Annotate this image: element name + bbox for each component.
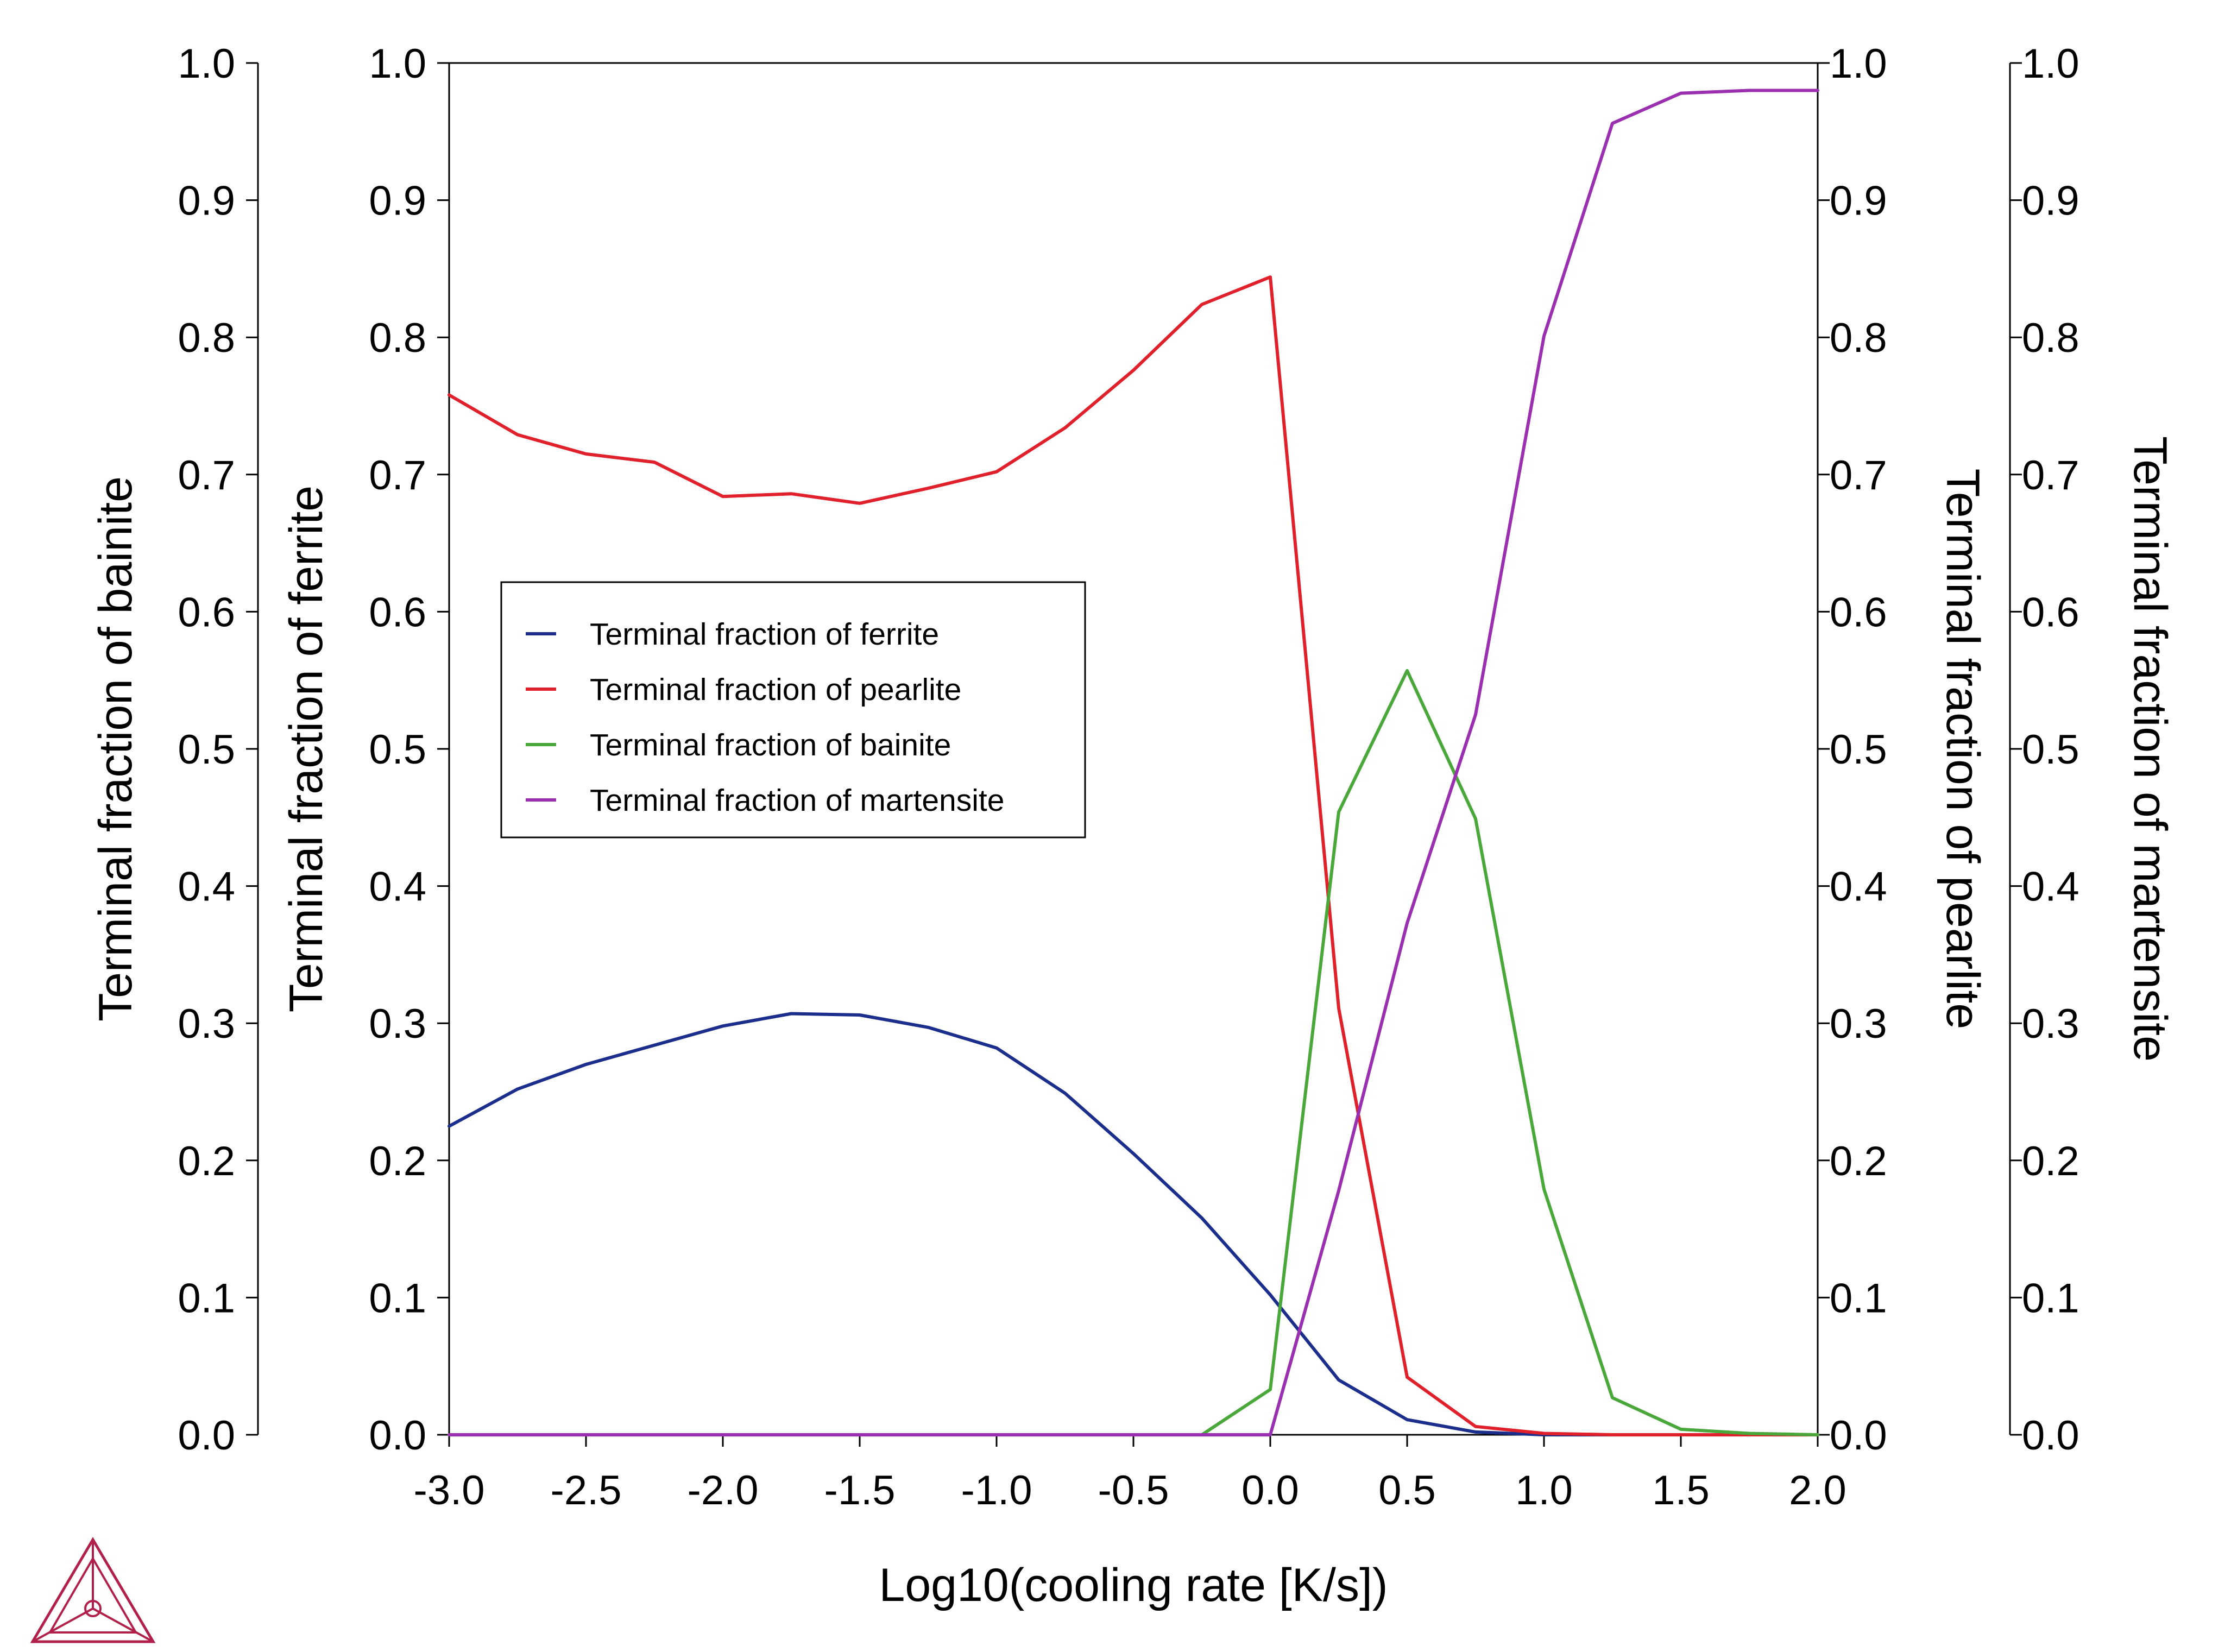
y-tick-label-bainite: 0.4 [178, 864, 235, 910]
x-tick-label: -1.0 [961, 1467, 1032, 1514]
y-tick-label-martensite: 0.9 [2022, 178, 2079, 224]
y-tick-label-pearlite: 0.6 [1830, 589, 1887, 635]
legend-box [500, 581, 1086, 838]
y-tick-label-pearlite: 0.3 [1830, 1001, 1887, 1047]
y-axis-title-ferrite: Terminal fraction of ferrite [280, 485, 332, 1012]
y-tick-label-ferrite: 0.3 [369, 1001, 426, 1047]
y-tick-label-bainite: 0.5 [178, 727, 235, 773]
y-tick-label-pearlite: 0.9 [1830, 178, 1887, 224]
y-tick-label-martensite: 0.6 [2022, 589, 2079, 635]
y-tick-label-bainite: 0.1 [178, 1275, 235, 1321]
legend-label: Terminal fraction of pearlite [590, 672, 961, 707]
x-tick-label: 0.5 [1378, 1467, 1436, 1514]
x-tick-label: -3.0 [414, 1467, 485, 1514]
y-tick-label-ferrite: 0.7 [369, 452, 426, 499]
y-tick-label-martensite: 0.8 [2022, 315, 2079, 361]
y-axis-title-bainite: Terminal fraction of bainite [90, 476, 142, 1022]
series-line-martensite [448, 89, 1819, 1436]
series-line-pearlite [448, 275, 1819, 1436]
thermo-calc-logo-icon [30, 1537, 156, 1643]
x-tick-label: 1.0 [1515, 1467, 1573, 1514]
legend-label: Terminal fraction of martensite [590, 783, 1004, 818]
x-tick-label: 1.5 [1652, 1467, 1710, 1514]
axes: -3.0 -2.5 -2.0 -1.5 -1.0 -0.5 0.0 0.5 1.0 1.5 2.0 0… [178, 41, 2079, 1514]
y-tick-label-pearlite: 0.4 [1830, 864, 1887, 910]
x-tick-label: -0.5 [1098, 1467, 1169, 1514]
y-tick-label-pearlite: 0.5 [1830, 727, 1887, 773]
series-line-ferrite [448, 1012, 1819, 1436]
y-tick-label-ferrite: 0.1 [369, 1275, 426, 1321]
y-tick-label-martensite: 1.0 [2022, 41, 2079, 87]
y-tick-label-bainite: 0.0 [178, 1413, 235, 1459]
y-tick-label-bainite: 0.8 [178, 315, 235, 361]
legend-label: Terminal fraction of bainite [590, 728, 951, 762]
y-tick-label-ferrite: 0.5 [369, 727, 426, 773]
y-tick-label-pearlite: 0.2 [1830, 1138, 1887, 1184]
y-tick-label-martensite: 0.3 [2022, 1001, 2079, 1047]
y-tick-label-martensite: 0.5 [2022, 727, 2079, 773]
y-tick-label-pearlite: 0.0 [1830, 1413, 1887, 1459]
x-tick-label: 2.0 [1789, 1467, 1846, 1514]
y-tick-label-martensite: 0.4 [2022, 864, 2079, 910]
y-tick-label-bainite: 0.7 [178, 452, 235, 499]
y-tick-label-martensite: 0.7 [2022, 452, 2079, 499]
y-tick-label-ferrite: 0.9 [369, 178, 426, 224]
y-tick-label-martensite: 0.0 [2022, 1413, 2079, 1459]
y-tick-label-bainite: 0.6 [178, 589, 235, 635]
y-axis-title-martensite: Terminal fraction of martensite [2124, 436, 2176, 1062]
y-tick-label-martensite: 0.2 [2022, 1138, 2079, 1184]
y-tick-label-bainite: 1.0 [178, 41, 235, 87]
y-tick-label-ferrite: 0.2 [369, 1138, 426, 1184]
y-tick-label-ferrite: 0.4 [369, 864, 426, 910]
y-tick-label-pearlite: 0.7 [1830, 452, 1887, 499]
legend: Terminal fraction of ferrite Terminal fra… [500, 581, 1086, 838]
x-tick-label: 0.0 [1241, 1467, 1299, 1514]
y-tick-label-ferrite: 0.0 [369, 1413, 426, 1459]
y-tick-label-ferrite: 0.8 [369, 315, 426, 361]
x-tick-label: -1.5 [824, 1467, 896, 1514]
y-tick-label-pearlite: 0.8 [1830, 315, 1887, 361]
x-axis-title: Log10(cooling rate [K/s]) [879, 1559, 1388, 1611]
y-tick-label-bainite: 0.3 [178, 1001, 235, 1047]
y-tick-label-ferrite: 0.6 [369, 589, 426, 635]
y-axis-title-pearlite: Terminal fraction of pearlite [1937, 469, 1989, 1029]
axis-titles: Log10(cooling rate [K/s]) Terminal fracti… [90, 436, 2176, 1611]
y-tick-label-ferrite: 1.0 [369, 41, 426, 87]
legend-label: Terminal fraction of ferrite [590, 617, 939, 652]
y-tick-label-pearlite: 1.0 [1830, 41, 1887, 87]
x-tick-label: -2.5 [551, 1467, 622, 1514]
y-tick-label-pearlite: 0.1 [1830, 1275, 1887, 1321]
plot-area [448, 89, 1819, 1436]
y-tick-label-bainite: 0.2 [178, 1138, 235, 1184]
x-tick-label: -2.0 [688, 1467, 759, 1514]
y-tick-label-bainite: 0.9 [178, 178, 235, 224]
y-tick-label-martensite: 0.1 [2022, 1275, 2079, 1321]
